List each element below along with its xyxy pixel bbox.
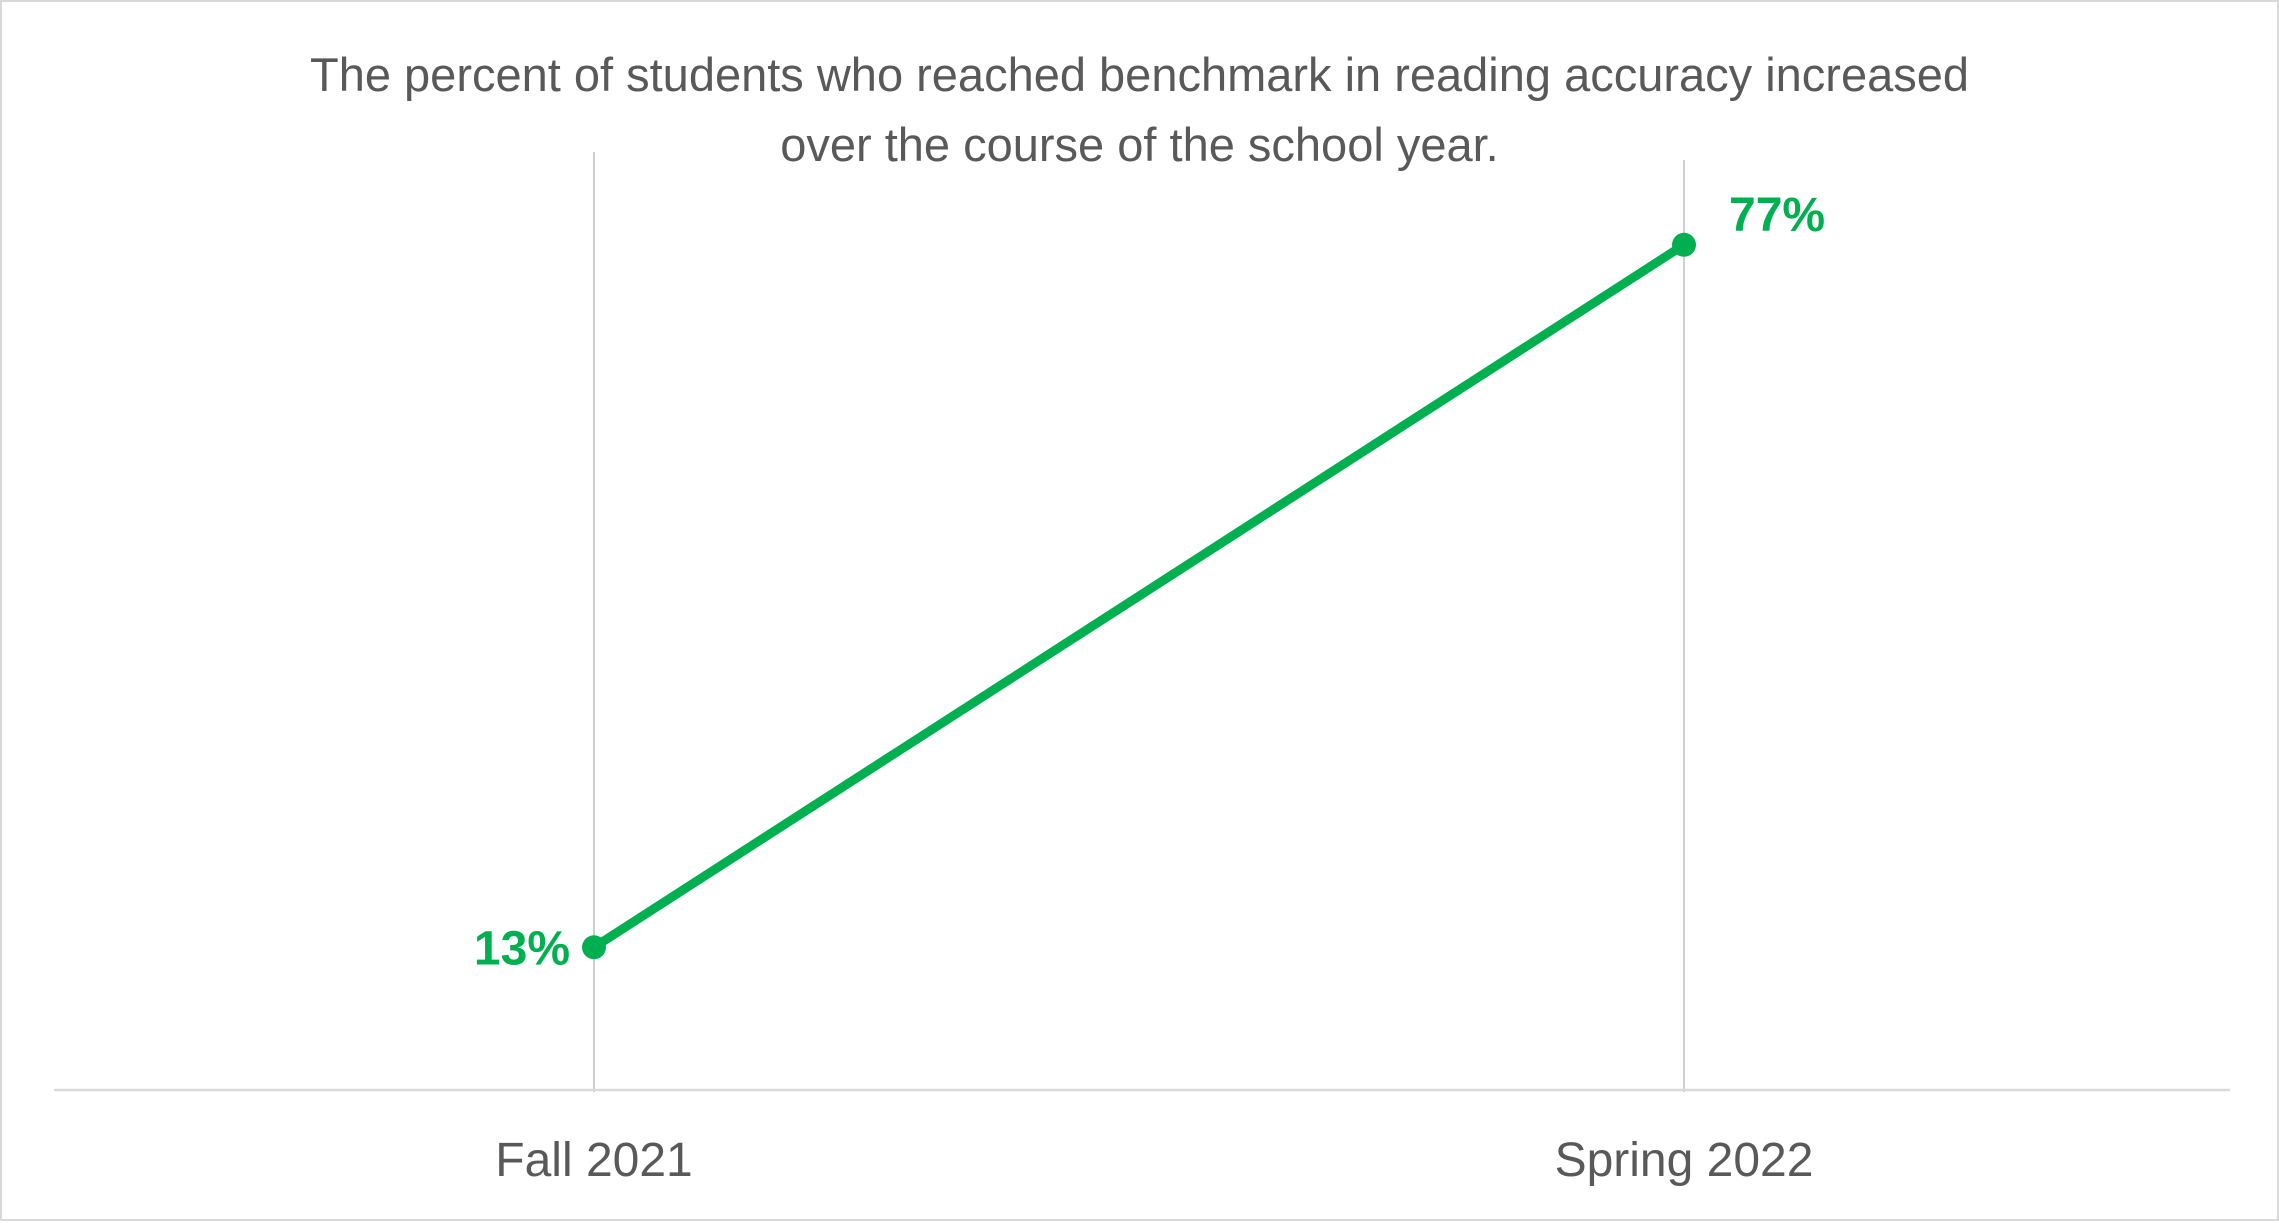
data-point-2 xyxy=(1672,232,1696,257)
data-point-1 xyxy=(582,935,606,960)
data-label-1: 13% xyxy=(474,922,570,975)
chart-title-line-1: The percent of students who reached benc… xyxy=(310,48,1969,101)
x-tick-label-2: Spring 2022 xyxy=(1555,1134,1814,1187)
chart-title-line-2: over the course of the school year. xyxy=(780,118,1499,171)
x-tick-label-1: Fall 2021 xyxy=(495,1134,692,1187)
chart-title: The percent of students who reached benc… xyxy=(2,40,2277,180)
data-label-2: 77% xyxy=(1729,189,1825,242)
series-line-1 xyxy=(589,240,1689,952)
